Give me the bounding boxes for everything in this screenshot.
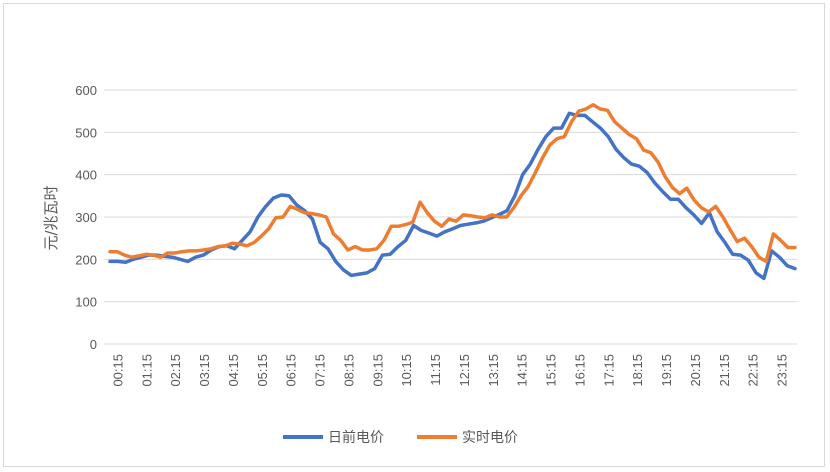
x-tick-label: 17:15 <box>601 354 616 387</box>
x-tick-label: 15:15 <box>544 354 559 387</box>
y-tick-label: 0 <box>90 337 97 352</box>
x-tick-label: 19:15 <box>659 354 674 387</box>
x-tick-label: 23:15 <box>775 354 790 387</box>
x-tick-label: 22:15 <box>746 354 761 387</box>
legend: 日前电价 实时电价 <box>283 429 518 446</box>
y-tick-label: 300 <box>75 210 97 225</box>
x-tick-label: 04:15 <box>226 354 241 387</box>
x-tick-label: 14:15 <box>515 354 530 387</box>
x-tick-label: 10:15 <box>399 354 414 387</box>
y-tick-label: 400 <box>75 168 97 183</box>
x-tick-label: 18:15 <box>630 354 645 387</box>
y-tick-label: 100 <box>75 295 97 310</box>
legend-label: 实时电价 <box>462 430 518 446</box>
x-tick-label: 02:15 <box>168 354 183 387</box>
x-tick-label: 16:15 <box>572 354 587 387</box>
x-tick-label: 08:15 <box>341 354 356 387</box>
x-tick-label: 13:15 <box>486 354 501 387</box>
x-tick-label: 05:15 <box>255 354 270 387</box>
x-tick-label: 06:15 <box>284 354 299 387</box>
x-tick-label: 11:15 <box>428 354 443 386</box>
x-tick-label: 09:15 <box>370 354 385 387</box>
y-axis-label: 元/兆瓦时 <box>42 185 60 250</box>
y-tick-label: 200 <box>75 252 97 267</box>
x-tick-label: 00:15 <box>110 354 125 387</box>
x-tick-label: 03:15 <box>197 354 212 387</box>
series-line-real-time <box>108 103 797 264</box>
y-tick-label: 500 <box>75 125 97 140</box>
chart-frame <box>3 3 825 467</box>
x-tick-label: 07:15 <box>313 354 328 387</box>
x-tick-label: 20:15 <box>688 354 703 387</box>
x-tick-label: 01:15 <box>139 354 154 387</box>
x-tick-label: 12:15 <box>457 354 472 387</box>
legend-label: 日前电价 <box>328 429 384 446</box>
y-tick-label: 600 <box>75 83 97 98</box>
x-tick-label: 21:15 <box>717 354 732 387</box>
